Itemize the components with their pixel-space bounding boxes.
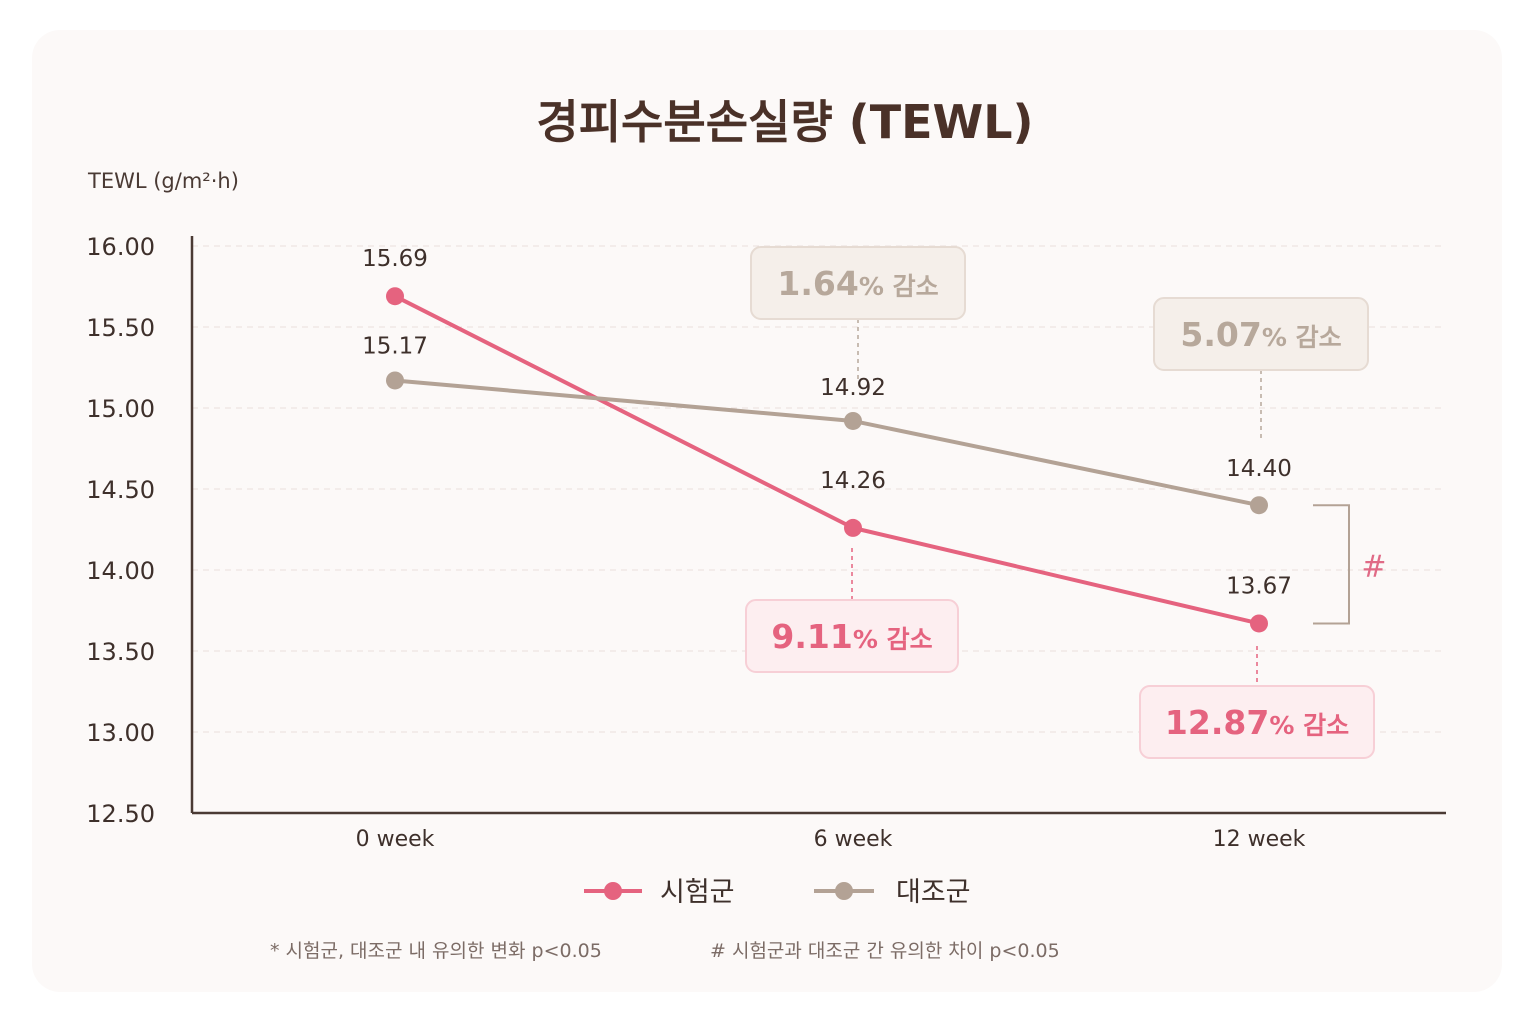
y-tick-label: 16.00: [86, 233, 155, 261]
data-label: 13.67: [1226, 573, 1292, 599]
legend-marker-test-dot: [604, 882, 622, 900]
y-tick-label: 13.00: [86, 719, 155, 747]
annotation-box: [1153, 297, 1369, 371]
data-point: [386, 371, 404, 390]
annotation-box: [1139, 685, 1375, 759]
y-axis-label: TEWL (g/m²·h): [87, 169, 239, 193]
data-label: 14.40: [1226, 456, 1292, 482]
x-tick-label: 12 week: [1213, 827, 1306, 852]
annotation-box: [745, 599, 959, 673]
annotation-text: 9.11% 감소: [771, 617, 932, 656]
data-label: 15.69: [362, 246, 428, 272]
y-tick-label: 14.50: [86, 476, 155, 504]
data-label: 14.92: [820, 375, 886, 401]
data-label: 15.17: [362, 333, 428, 359]
legend-marker-control-dot: [835, 882, 853, 900]
data-label: 14.26: [820, 468, 886, 494]
legend: 시험군 대조군: [584, 877, 971, 908]
data-point: [1250, 496, 1268, 515]
annotation-text: 12.87% 감소: [1165, 703, 1349, 742]
legend-label-control: 대조군: [896, 877, 971, 908]
data-point: [844, 518, 862, 537]
data-point: [1250, 614, 1268, 633]
y-tick-label: 15.00: [86, 395, 155, 423]
significance-mark: #: [1361, 549, 1386, 584]
x-tick-label: 6 week: [814, 827, 893, 852]
y-tick-label: 15.50: [86, 314, 155, 342]
annotation-box: [750, 246, 966, 320]
footnote-within-group: * 시험군, 대조군 내 유의한 변화 p<0.05: [270, 940, 602, 962]
annotation-text: 5.07% 감소: [1180, 315, 1341, 354]
data-point: [386, 287, 404, 306]
series-line-test: [393, 294, 1261, 626]
footnote-between-group: # 시험군과 대조군 간 유의한 차이 p<0.05: [710, 940, 1060, 962]
y-tick-label: 13.50: [86, 638, 155, 666]
y-tick-label: 12.50: [86, 800, 155, 828]
annotation-text: 1.64% 감소: [777, 264, 938, 303]
y-tick-label: 14.00: [86, 557, 155, 585]
x-tick-label: 0 week: [356, 827, 435, 852]
significance-bracket: [1313, 504, 1350, 625]
chart-title: 경피수분손실량 (TEWL): [536, 95, 1033, 149]
legend-label-test: 시험군: [660, 877, 735, 908]
data-point: [844, 411, 862, 430]
